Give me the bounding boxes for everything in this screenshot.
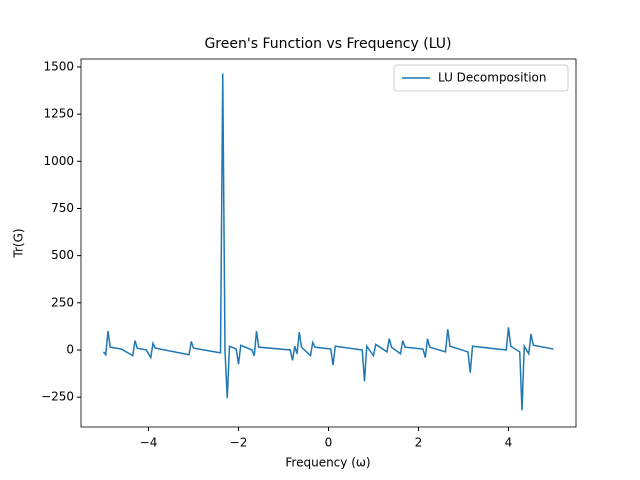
- y-tick-label: 500: [51, 248, 74, 262]
- x-tick-label: −2: [230, 436, 248, 450]
- chart-title: Green's Function vs Frequency (LU): [204, 36, 451, 52]
- y-axis-label: Tr(G): [12, 228, 26, 258]
- y-tick-label: 1250: [43, 107, 74, 121]
- x-axis-label: Frequency (ω): [285, 456, 370, 470]
- legend-box: [393, 64, 569, 92]
- y-tick-label: 1500: [43, 59, 74, 73]
- y-tick-label: 750: [51, 201, 74, 215]
- y-tick-label: −250: [41, 390, 74, 404]
- legend-label: LU Decomposition: [438, 71, 546, 85]
- line-series: [102, 73, 554, 411]
- x-tick-label: −4: [140, 436, 158, 450]
- y-tick-label: 0: [66, 343, 74, 357]
- x-tick-label: 4: [505, 436, 513, 450]
- x-tick-label: 2: [415, 436, 423, 450]
- axes-frame: [80, 58, 577, 428]
- x-tick-label: 0: [325, 436, 333, 450]
- y-tick-label: 1000: [43, 154, 74, 168]
- y-tick-label: 250: [51, 295, 74, 309]
